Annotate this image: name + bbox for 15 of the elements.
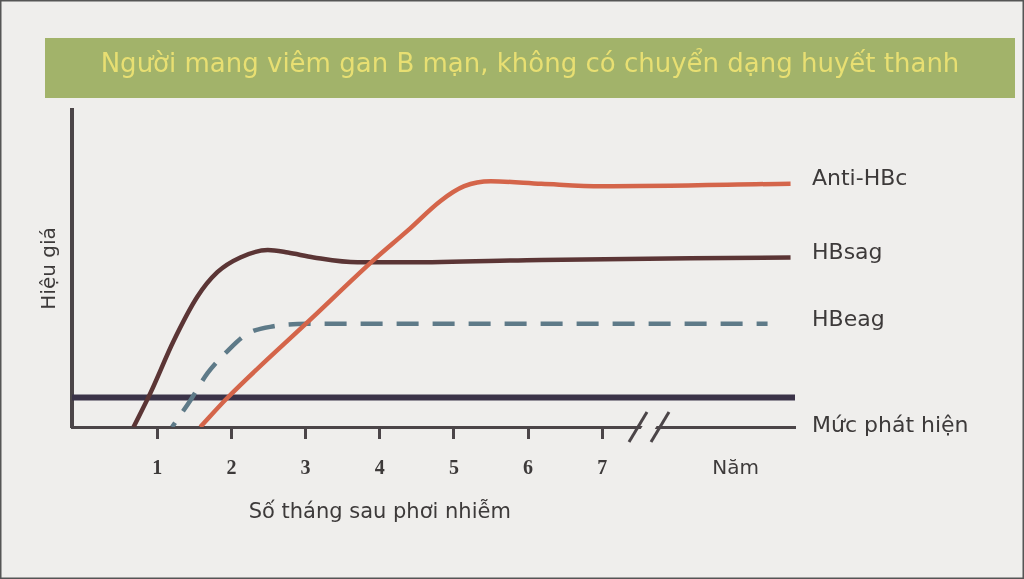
ref-line-label: Mức phát hiện: [812, 412, 969, 438]
x-tick-label: 5: [448, 456, 459, 479]
x-tick-label: 4: [374, 456, 385, 479]
x-tick-label: 6: [523, 456, 534, 479]
series-label: HBsag: [812, 239, 883, 265]
series-label: Anti-HBc: [812, 165, 908, 191]
text: HBeag: [812, 305, 885, 331]
x-axis-title: Số tháng sau phơi nhiễm: [248, 498, 511, 524]
x-tick-label: 7: [597, 456, 608, 479]
y-axis-title: Hiệu giá: [36, 227, 61, 310]
x-tick-label: 1: [152, 456, 163, 479]
x-tick-label: 3: [300, 456, 311, 479]
x-tick-label: 2: [226, 456, 237, 479]
x-tick-label: Năm: [712, 455, 760, 480]
chart-title: Người mang viêm gan B mạn, không có chuyển dạng huyết thanh: [100, 47, 960, 78]
